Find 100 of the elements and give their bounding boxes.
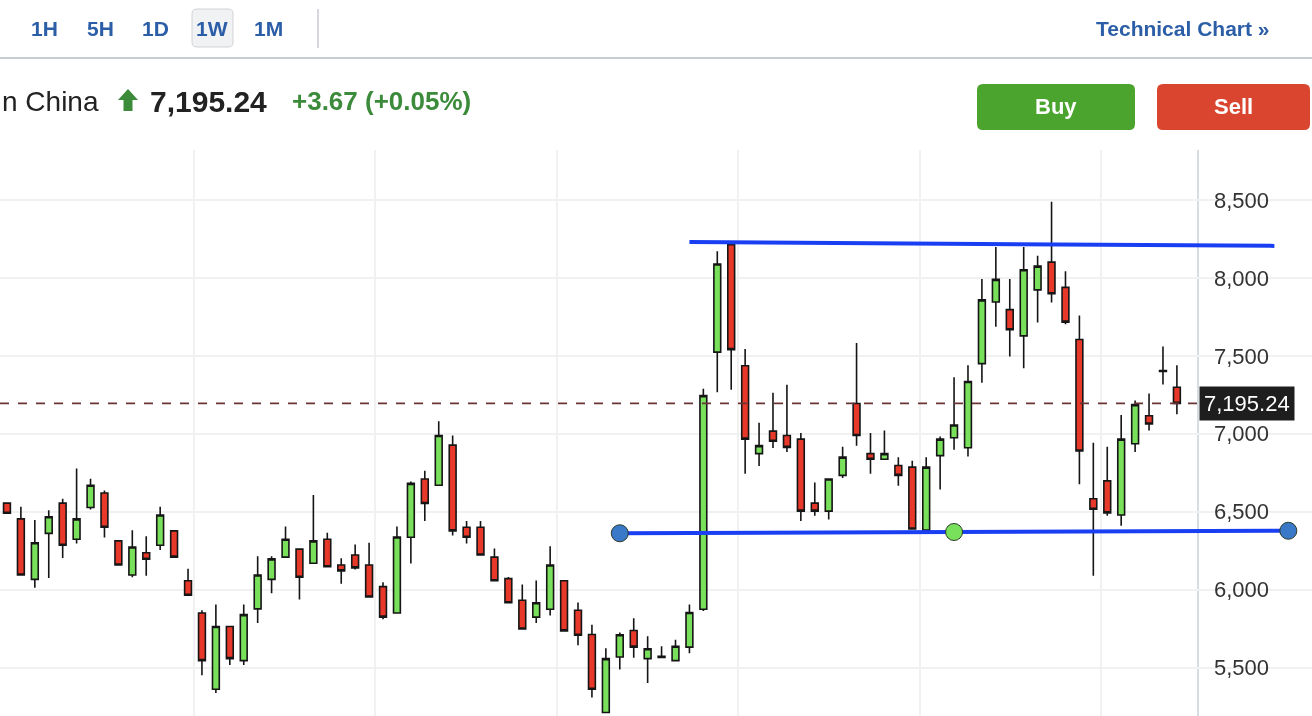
candlestick xyxy=(169,530,179,558)
candlestick xyxy=(1172,364,1182,416)
candlestick xyxy=(16,505,26,576)
candlestick xyxy=(183,567,193,597)
candlestick xyxy=(378,581,388,621)
candlestick xyxy=(949,376,959,451)
candlestick xyxy=(727,242,736,391)
text: Technical Chart » xyxy=(1096,17,1270,40)
candlestick xyxy=(796,432,806,522)
text: 5H xyxy=(87,17,114,40)
candlestick xyxy=(30,519,40,589)
candlestick xyxy=(852,342,861,447)
candlestick xyxy=(2,501,12,515)
candlestick xyxy=(1116,414,1126,527)
candlestick xyxy=(838,445,847,479)
candlestick xyxy=(155,505,165,551)
y-tick-label: 7,000 xyxy=(1213,421,1269,447)
text: 1H xyxy=(31,17,58,40)
candlestick xyxy=(754,422,764,467)
candlestick xyxy=(406,480,416,565)
text: Buy xyxy=(1035,94,1078,119)
text: Sell xyxy=(1214,94,1254,119)
candlestick xyxy=(657,645,666,659)
candlestick xyxy=(476,520,485,556)
candlestick xyxy=(545,545,555,617)
candlestick xyxy=(1144,392,1154,432)
candlestick xyxy=(239,603,248,666)
candlestick xyxy=(225,625,235,666)
candlestick xyxy=(267,555,276,594)
candlestick xyxy=(1158,345,1168,386)
text: 1W xyxy=(196,17,228,40)
candlestick xyxy=(1047,200,1056,304)
candlestick xyxy=(740,348,750,475)
y-tick-label: 8,500 xyxy=(1213,187,1269,213)
candlestick xyxy=(532,579,541,624)
candlestick xyxy=(490,547,499,582)
candlestick xyxy=(1103,445,1112,517)
candlestick xyxy=(671,638,680,662)
y-tick-label: 5,500 xyxy=(1213,655,1269,681)
candlestick xyxy=(1130,399,1140,453)
y-tick-label: 6,500 xyxy=(1213,499,1269,525)
candlestick xyxy=(1089,441,1098,577)
candlestick xyxy=(100,489,109,539)
candlestick xyxy=(323,531,332,568)
candlestick xyxy=(643,635,652,684)
chart-subtitle: 7,195.24 xyxy=(150,85,268,118)
ref-line-label: 7,195.24 xyxy=(1204,391,1290,416)
candlestick xyxy=(963,364,973,458)
candlestick xyxy=(434,420,443,487)
candlestick xyxy=(462,520,471,545)
candlestick xyxy=(1061,270,1070,326)
candlestick xyxy=(72,467,81,545)
candlestick xyxy=(991,246,1001,328)
candlestick xyxy=(295,548,304,601)
candlestick xyxy=(309,494,318,564)
candlestick xyxy=(559,580,569,632)
candlestick xyxy=(420,469,430,522)
candlestick xyxy=(1019,246,1028,370)
candlestick xyxy=(86,477,95,511)
chart-title: n China xyxy=(2,85,99,117)
candlestick xyxy=(699,387,708,612)
candlestick xyxy=(1005,278,1014,358)
candlestick xyxy=(894,456,903,487)
candlestick xyxy=(44,509,53,579)
candlestick xyxy=(629,617,638,659)
text: 1M xyxy=(254,17,284,40)
candlestick xyxy=(253,555,262,624)
candlestick xyxy=(685,603,694,654)
y-tick-label: 7,500 xyxy=(1213,343,1269,369)
candlestick xyxy=(58,498,67,559)
text: 1D xyxy=(142,17,169,40)
candlestick xyxy=(587,623,597,699)
candlestick xyxy=(197,609,207,676)
candlestick xyxy=(364,541,374,598)
candlestick xyxy=(768,391,778,449)
candlestick xyxy=(518,583,527,630)
candlestick xyxy=(908,459,917,530)
candlestick xyxy=(128,529,137,579)
candlestick xyxy=(392,525,402,614)
text: +3.67 (+0.05%) xyxy=(292,86,472,116)
candlestick xyxy=(350,543,360,571)
candlestick xyxy=(713,250,722,394)
y-tick-label: 8,000 xyxy=(1213,265,1269,291)
candlestick xyxy=(824,478,833,521)
candlestick xyxy=(114,540,123,566)
candlestick xyxy=(1075,314,1084,485)
candlestick xyxy=(935,435,945,491)
candlestick xyxy=(880,429,889,460)
candlestick xyxy=(504,576,513,604)
candlestick xyxy=(866,432,875,475)
candlestick xyxy=(615,631,624,671)
candlestick xyxy=(211,603,221,694)
candlestick xyxy=(573,601,583,647)
candlestick xyxy=(142,535,151,577)
candlestick xyxy=(601,647,611,714)
candlestick xyxy=(810,481,819,517)
candlestick xyxy=(782,384,792,453)
candlestick xyxy=(448,434,457,537)
candlestick xyxy=(1033,254,1042,324)
candlestick xyxy=(977,278,987,384)
